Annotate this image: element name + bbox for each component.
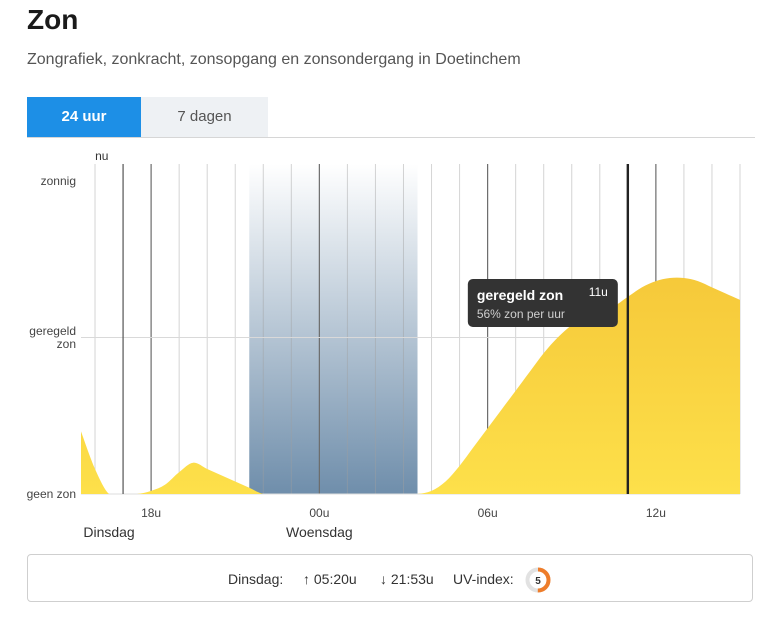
y-tick-label: zonnig [41,174,76,188]
day-label: Dinsdag [83,524,134,540]
tab-24-uur[interactable]: 24 uur [27,97,141,137]
y-tick-label: geen zon [27,487,76,501]
sun-info-bar: Dinsdag: ↑ 05:20u ↓ 21:53u UV-index: 5 [27,554,753,602]
tooltip-detail: 56% zon per uur [477,307,565,321]
sunrise-time: ↑ 05:20u [303,571,357,587]
y-tick-label: zon [57,337,76,351]
page-subtitle: Zongrafiek, zonkracht, zonsopgang en zon… [27,51,521,68]
page-title: Zon [27,4,79,35]
x-tick-label: 12u [646,506,666,520]
tab-7-dagen[interactable]: 7 dagen [141,97,268,137]
now-label: nu [95,149,108,163]
tooltip-title: geregeld zon [477,287,563,303]
tooltip-box [467,279,618,327]
sunset-time: ↓ 21:53u [380,571,434,587]
uv-index-value: 5 [535,576,541,587]
uv-index-label: UV-index: [453,571,514,587]
day-label: Woensdag [286,524,353,540]
night-band [249,164,418,494]
x-tick-label: 00u [309,506,329,520]
y-tick-label: geregeld [29,324,76,338]
uv-index-badge: 5 [525,567,551,593]
x-tick-label: 06u [478,506,498,520]
x-tick-label: 18u [141,506,161,520]
period-tabs: 24 uur 7 dagen [27,97,755,138]
tooltip-time: 11u [589,285,608,299]
info-day-label: Dinsdag: [228,571,284,587]
sun-area [81,277,740,494]
